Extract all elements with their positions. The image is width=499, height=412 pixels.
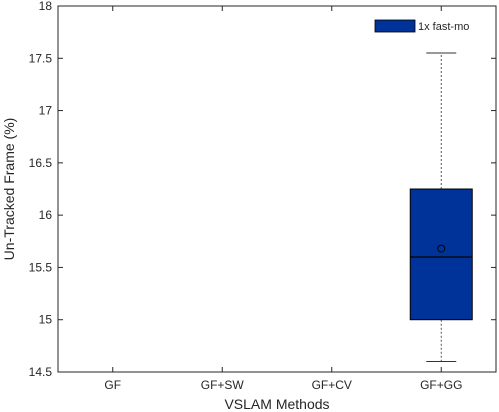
y-tick-label: 18: [39, 0, 53, 13]
boxes: [409, 52, 473, 363]
x-tick-label: GF+GG: [420, 378, 462, 392]
y-tick-label: 14.5: [29, 365, 53, 379]
box-gf-plus-gg: [409, 52, 473, 363]
y-tick-label: 17.5: [29, 51, 53, 65]
box-iqr: [409, 188, 473, 321]
legend-label: 1x fast-mo: [418, 21, 469, 33]
y-axis: 14.5 15 15.5 16 16.5 17 17.5 18: [29, 0, 496, 379]
y-tick-label: 16.5: [29, 156, 53, 170]
mean-marker: [437, 244, 446, 253]
y-tick-label: 16: [39, 208, 53, 222]
y-tick-label: 15.5: [29, 260, 53, 274]
x-tick-label: GF: [104, 378, 121, 392]
legend: 1x fast-mo: [374, 19, 469, 33]
x-tick-label: GF+CV: [312, 378, 352, 392]
x-tick-label: GF+SW: [201, 378, 245, 392]
y-tick-label: 15: [39, 313, 53, 327]
y-tick-label: 17: [39, 104, 53, 118]
y-axis-label: Un-Tracked Frame (%): [1, 118, 17, 261]
legend-swatch: [374, 19, 416, 33]
x-axis-label: VSLAM Methods: [224, 396, 329, 412]
x-axis: GF GF+SW GF+CV GF+GG: [104, 6, 462, 392]
